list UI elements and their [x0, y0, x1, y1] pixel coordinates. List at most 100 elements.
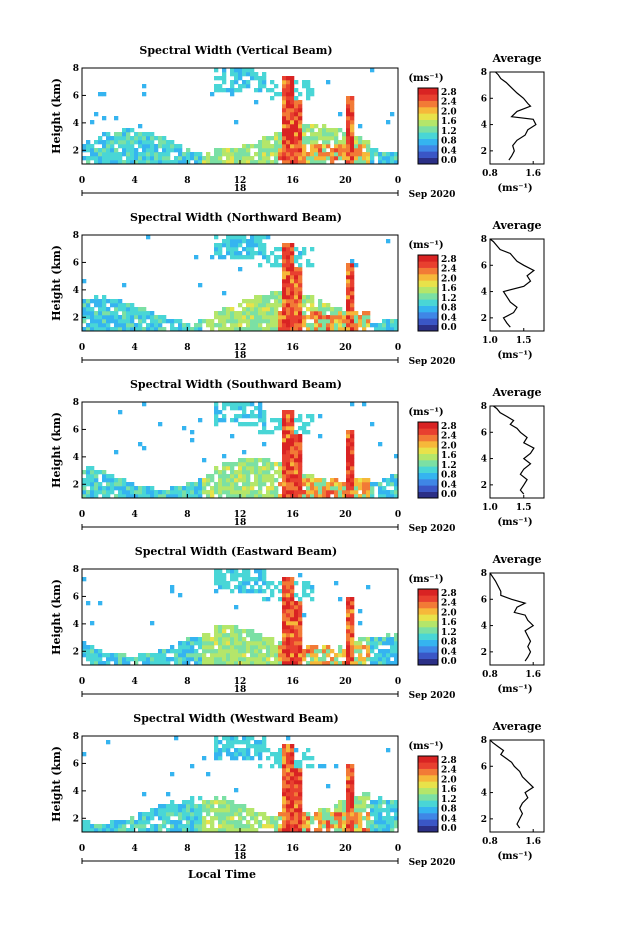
- heatmap-cell: [178, 645, 183, 650]
- heatmap-cell: [358, 609, 363, 614]
- heatmap-cell: [274, 828, 279, 833]
- heatmap-cell: [170, 585, 175, 590]
- heatmap-cell: [282, 263, 287, 268]
- heatmap-cell: [282, 784, 287, 789]
- heatmap-cell: [246, 402, 251, 407]
- heatmap-cell: [234, 661, 239, 666]
- heatmap-cell: [290, 613, 295, 618]
- heatmap-cell: [354, 804, 359, 809]
- heatmap-cell: [322, 124, 327, 129]
- heatmap-cell: [198, 486, 203, 491]
- heatmap-cell: [214, 740, 219, 745]
- heatmap-cell: [386, 156, 391, 161]
- heatmap-cell: [270, 251, 275, 256]
- heatmap-cell: [346, 466, 351, 471]
- y-axis-label: Height (km): [50, 746, 63, 822]
- heatmap-cell: [90, 657, 95, 662]
- y-tick-label: 6: [73, 425, 79, 435]
- heatmap-cell: [298, 311, 303, 316]
- colorbar-tick-label: 2.0: [441, 441, 457, 451]
- heatmap-cell: [366, 796, 371, 801]
- heatmap-cell: [350, 442, 355, 447]
- heatmap-cell: [294, 462, 299, 467]
- heatmap-cell: [258, 148, 263, 153]
- heatmap-cell: [122, 482, 127, 487]
- heatmap-cell: [238, 804, 243, 809]
- heatmap-cell: [346, 661, 351, 666]
- heatmap-cell: [230, 307, 235, 312]
- heatmap-cell: [226, 641, 231, 646]
- heatmap-cell: [218, 311, 223, 316]
- heatmap-cell: [166, 657, 171, 662]
- heatmap-cell: [82, 486, 87, 491]
- heatmap-cell: [370, 68, 375, 73]
- heatmap-cell: [290, 796, 295, 801]
- colorbar-tick-label: 2.0: [441, 775, 457, 785]
- heatmap-cell: [286, 466, 291, 471]
- x-tick-label: 0: [395, 176, 401, 186]
- heatmap-cell: [282, 605, 287, 610]
- heatmap-cell: [346, 450, 351, 455]
- heatmap-cell: [174, 824, 179, 829]
- heatmap-cell: [114, 494, 119, 499]
- heatmap-cell: [354, 327, 359, 332]
- heatmap-cell: [254, 458, 259, 463]
- heatmap-cell: [362, 327, 367, 332]
- heatmap-cell: [282, 255, 287, 260]
- colorbar-swatch: [418, 113, 438, 120]
- heatmap-cell: [366, 144, 371, 149]
- heatmap-cell: [350, 263, 355, 268]
- heatmap-cell: [338, 152, 343, 157]
- y-axis-label: Height (km): [50, 78, 63, 154]
- heatmap-cell: [158, 156, 163, 161]
- heatmap-cell: [290, 788, 295, 793]
- heatmap-cell: [334, 136, 339, 141]
- heatmap-cell: [266, 657, 271, 662]
- heatmap-cell: [278, 148, 283, 153]
- heatmap-cell: [198, 653, 203, 658]
- heatmap-cell: [350, 613, 355, 618]
- heatmap-cell: [346, 104, 351, 109]
- heatmap-cell: [342, 132, 347, 137]
- heatmap-cell: [338, 804, 343, 809]
- heatmap-cell: [310, 756, 315, 761]
- heatmap-cell: [374, 804, 379, 809]
- heatmap-cell: [126, 148, 131, 153]
- heatmap-cell: [294, 287, 299, 292]
- heatmap-cell: [346, 442, 351, 447]
- heatmap-cell: [306, 323, 311, 328]
- heatmap-cell: [214, 410, 219, 415]
- y-tick-label: 8: [73, 732, 79, 742]
- heatmap-cell: [230, 633, 235, 638]
- colorbar-swatch: [418, 157, 438, 165]
- heatmap-cell: [358, 657, 363, 662]
- heatmap-cell: [222, 148, 227, 153]
- heatmap-cell: [346, 629, 351, 634]
- heatmap-cell: [282, 80, 287, 85]
- heatmap-cell: [294, 637, 299, 642]
- heatmap-cell: [154, 160, 159, 165]
- heatmap-cell: [242, 573, 247, 578]
- heatmap-cell: [318, 160, 323, 165]
- heatmap-cell: [210, 641, 215, 646]
- heatmap-cell: [130, 820, 135, 825]
- heatmap-cell: [334, 657, 339, 662]
- heatmap-cell: [298, 255, 303, 260]
- heatmap-cell: [150, 816, 155, 821]
- heatmap-cell: [314, 490, 319, 495]
- x-tick-label: 16: [286, 343, 299, 353]
- heatmap-cell: [278, 653, 283, 658]
- heatmap-cell: [218, 804, 223, 809]
- heatmap-cell: [298, 438, 303, 443]
- heatmap-cell: [226, 804, 231, 809]
- heatmap-cell: [370, 645, 375, 650]
- heatmap-cell: [350, 307, 355, 312]
- heatmap-cell: [334, 140, 339, 145]
- heatmap-cell: [198, 637, 203, 642]
- heatmap-cell: [362, 796, 367, 801]
- heatmap-cell: [338, 148, 343, 153]
- heatmap-cell: [198, 283, 203, 288]
- heatmap-cell: [294, 160, 299, 165]
- heatmap-cell: [178, 804, 183, 809]
- heatmap-cell: [390, 828, 395, 833]
